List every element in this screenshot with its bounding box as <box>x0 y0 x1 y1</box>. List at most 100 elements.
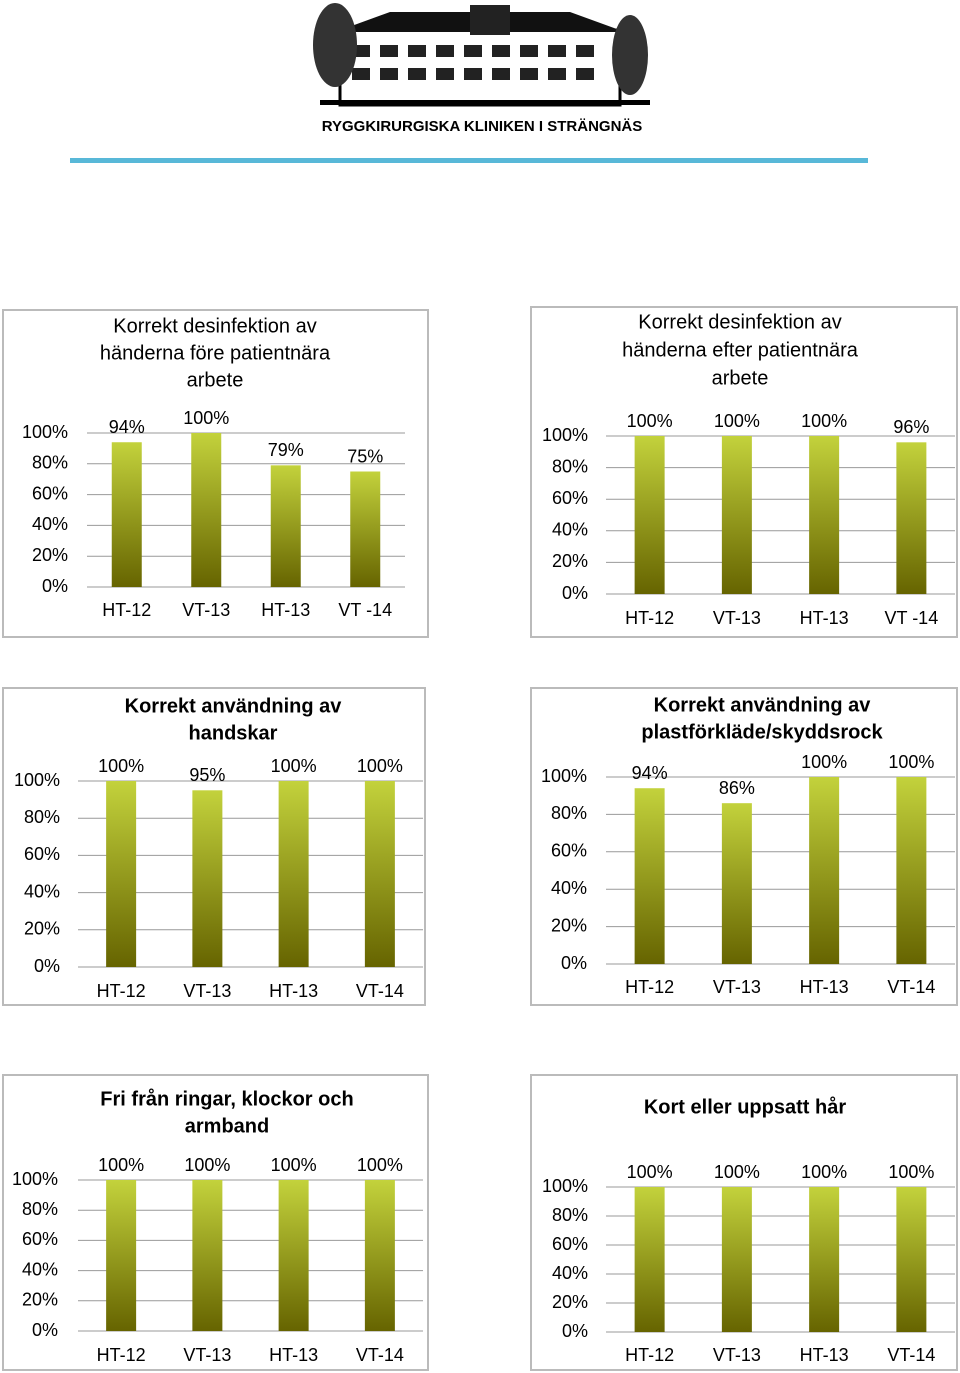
y-tick-label: 60% <box>22 1229 58 1249</box>
logo-text: RYGGKIRURGISKA KLINIKEN I STRÄNGNÄS <box>322 118 643 135</box>
bar <box>364 1180 395 1331</box>
chart-title: Korrekt desinfektion av <box>638 311 841 333</box>
bar <box>896 777 927 964</box>
y-tick-label: 60% <box>552 488 588 508</box>
bar <box>809 777 840 964</box>
y-tick-label: 20% <box>24 919 60 939</box>
x-tick-label: HT-12 <box>97 981 146 1001</box>
y-tick-label: 0% <box>562 1321 588 1341</box>
chart-title: Korrekt användning av <box>125 695 343 717</box>
value-label: 100% <box>184 1155 230 1175</box>
y-tick-label: 80% <box>24 807 60 827</box>
value-label: 100% <box>98 1155 144 1175</box>
x-tick-label: VT-14 <box>887 1345 935 1365</box>
y-tick-label: 40% <box>24 881 60 901</box>
y-tick-label: 20% <box>22 1290 58 1310</box>
y-tick-label: 80% <box>32 453 68 473</box>
y-tick-label: 20% <box>551 915 587 935</box>
chart: Korrekt desinfektion av händerna före pat… <box>2 309 429 638</box>
y-tick-label: 60% <box>32 483 68 503</box>
bar <box>896 442 927 594</box>
chart-title: arbete <box>712 367 769 389</box>
y-tick-label: 60% <box>552 1234 588 1254</box>
x-tick-label: HT-12 <box>625 977 674 997</box>
value-label: 100% <box>627 1162 673 1182</box>
value-label: 100% <box>888 1162 934 1182</box>
y-tick-label: 0% <box>561 953 587 973</box>
value-label: 100% <box>183 408 229 428</box>
value-label: 75% <box>347 446 383 466</box>
bar <box>106 781 137 967</box>
y-tick-label: 100% <box>14 770 60 790</box>
y-tick-label: 80% <box>551 803 587 823</box>
bar <box>721 1187 752 1332</box>
x-tick-label: VT-13 <box>713 1345 761 1365</box>
bar <box>896 1187 927 1332</box>
value-label: 100% <box>271 756 317 776</box>
x-tick-label: HT-12 <box>97 1345 146 1365</box>
bar <box>809 436 840 594</box>
chart-title: Kort eller uppsatt hår <box>644 1095 846 1118</box>
value-label: 94% <box>109 417 145 437</box>
bar <box>809 1187 840 1332</box>
x-tick-label: VT-14 <box>356 1345 404 1365</box>
value-label: 100% <box>271 1155 317 1175</box>
logo <box>313 3 650 107</box>
chart-title: plastförkläde/skyddsrock <box>641 721 883 743</box>
x-tick-label: HT-13 <box>269 981 318 1001</box>
value-label: 100% <box>801 1162 847 1182</box>
bar <box>270 465 301 587</box>
y-tick-label: 100% <box>542 1176 588 1196</box>
header-rule <box>70 158 868 163</box>
chart-title: Korrekt användning av <box>654 694 872 716</box>
y-tick-label: 40% <box>552 520 588 540</box>
y-tick-label: 20% <box>552 551 588 571</box>
y-tick-label: 40% <box>22 1259 58 1279</box>
y-tick-label: 20% <box>32 545 68 565</box>
x-tick-label: HT-13 <box>269 1345 318 1365</box>
y-tick-label: 60% <box>551 841 587 861</box>
bar <box>721 436 752 594</box>
bar <box>192 1180 223 1331</box>
value-label: 96% <box>893 417 929 437</box>
chart: Korrekt desinfektion av händerna efter pa… <box>530 306 958 638</box>
bar <box>350 471 381 587</box>
y-tick-label: 0% <box>562 583 588 603</box>
bar <box>721 803 752 964</box>
x-tick-label: HT-13 <box>800 977 849 997</box>
bar <box>191 433 222 587</box>
chart-title: handskar <box>189 722 278 744</box>
x-tick-label: HT-13 <box>261 600 310 620</box>
bar <box>364 781 395 967</box>
chart-title: arbete <box>187 369 244 391</box>
bar <box>278 1180 309 1331</box>
value-label: 100% <box>627 411 673 431</box>
x-tick-label: VT-13 <box>182 600 230 620</box>
value-label: 94% <box>632 763 668 783</box>
chart: Korrekt användning av handskar 0% 20% 40% 60%… <box>2 687 426 1006</box>
chart-title: händerna före patientnära <box>100 342 331 364</box>
y-tick-label: 60% <box>24 844 60 864</box>
chart: Fri från ringar, klockor och armband 0% 20%… <box>2 1074 429 1371</box>
y-tick-label: 80% <box>552 456 588 476</box>
y-tick-label: 100% <box>542 425 588 445</box>
chart-title: Korrekt desinfektion av <box>113 315 316 337</box>
value-label: 100% <box>714 411 760 431</box>
x-tick-label: VT-13 <box>183 1345 231 1365</box>
chart-title: Fri från ringar, klockor och <box>100 1087 353 1110</box>
value-label: 79% <box>268 440 304 460</box>
bar <box>634 788 665 964</box>
x-tick-label: VT-13 <box>183 981 231 1001</box>
bar <box>278 781 309 967</box>
value-label: 100% <box>801 411 847 431</box>
x-tick-label: VT -14 <box>885 608 939 628</box>
y-tick-label: 0% <box>32 1320 58 1340</box>
y-tick-label: 100% <box>22 422 68 442</box>
y-tick-label: 0% <box>34 956 60 976</box>
value-label: 86% <box>719 778 755 798</box>
x-tick-label: HT-12 <box>625 608 674 628</box>
value-label: 100% <box>714 1162 760 1182</box>
y-tick-label: 80% <box>552 1205 588 1225</box>
y-tick-label: 40% <box>551 878 587 898</box>
